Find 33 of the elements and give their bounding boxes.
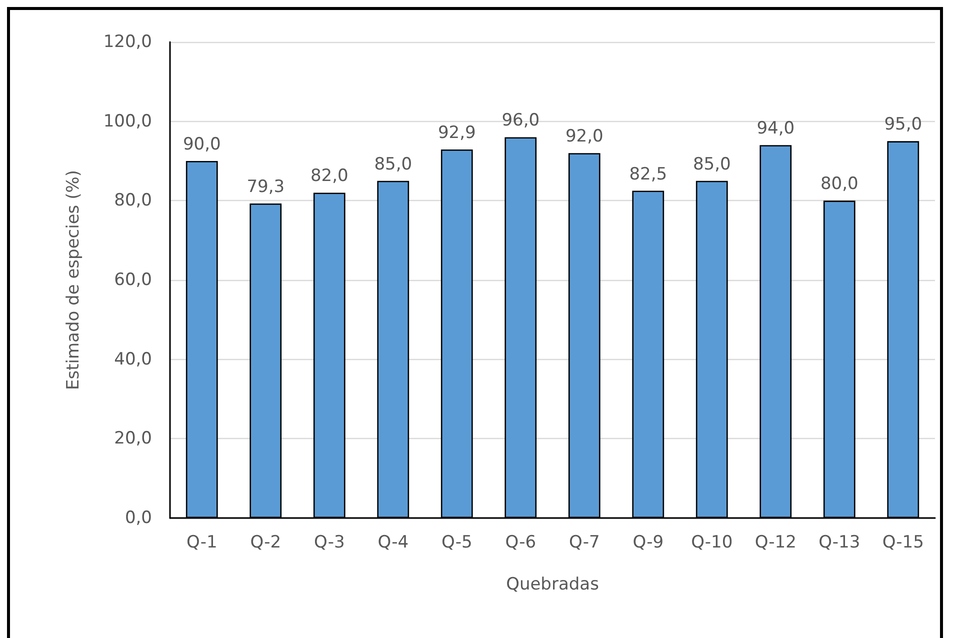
- y-tick-label: 60,0: [114, 270, 152, 290]
- data-label: 80,0: [820, 174, 858, 194]
- y-tick-label: 40,0: [114, 349, 152, 370]
- x-tick-label: Q-13: [818, 532, 860, 552]
- y-tick-label: 100,0: [103, 111, 152, 132]
- data-label: 85,0: [692, 154, 731, 174]
- x-tick-label: Q-9: [632, 532, 664, 552]
- data-label: 79,3: [246, 176, 285, 197]
- x-tick-label: Q-7: [568, 532, 600, 552]
- x-tick-label: Q-6: [505, 532, 536, 552]
- x-axis-title: Quebradas: [506, 574, 600, 594]
- x-tick-label: Q-3: [314, 532, 345, 552]
- x-tick-label: Q-4: [378, 532, 409, 552]
- data-label: 95,0: [884, 114, 922, 135]
- y-tick-label: 20,0: [114, 428, 152, 449]
- y-tick-label: 80,0: [114, 190, 152, 211]
- x-tick-label: Q-12: [754, 532, 796, 552]
- data-label: 85,0: [374, 154, 412, 174]
- y-tick-label: 0,0: [124, 508, 152, 528]
- y-axis-title: Estimado de especies (%): [64, 170, 84, 390]
- x-tick-label: Q-10: [691, 532, 733, 552]
- data-label: 82,5: [629, 164, 668, 184]
- data-label: 94,0: [756, 118, 795, 139]
- x-tick-label: Q-5: [441, 532, 472, 552]
- x-tick-label: Q-2: [250, 532, 282, 552]
- y-tick-label: 120,0: [103, 32, 152, 52]
- data-label: 92,0: [565, 126, 604, 147]
- x-tick-label: Q-1: [186, 532, 218, 552]
- data-label: 92,9: [438, 122, 476, 143]
- data-label: 90,0: [182, 134, 221, 154]
- data-label: 96,0: [502, 110, 540, 131]
- x-tick-label: Q-15: [882, 532, 924, 552]
- data-label: 82,0: [310, 166, 348, 186]
